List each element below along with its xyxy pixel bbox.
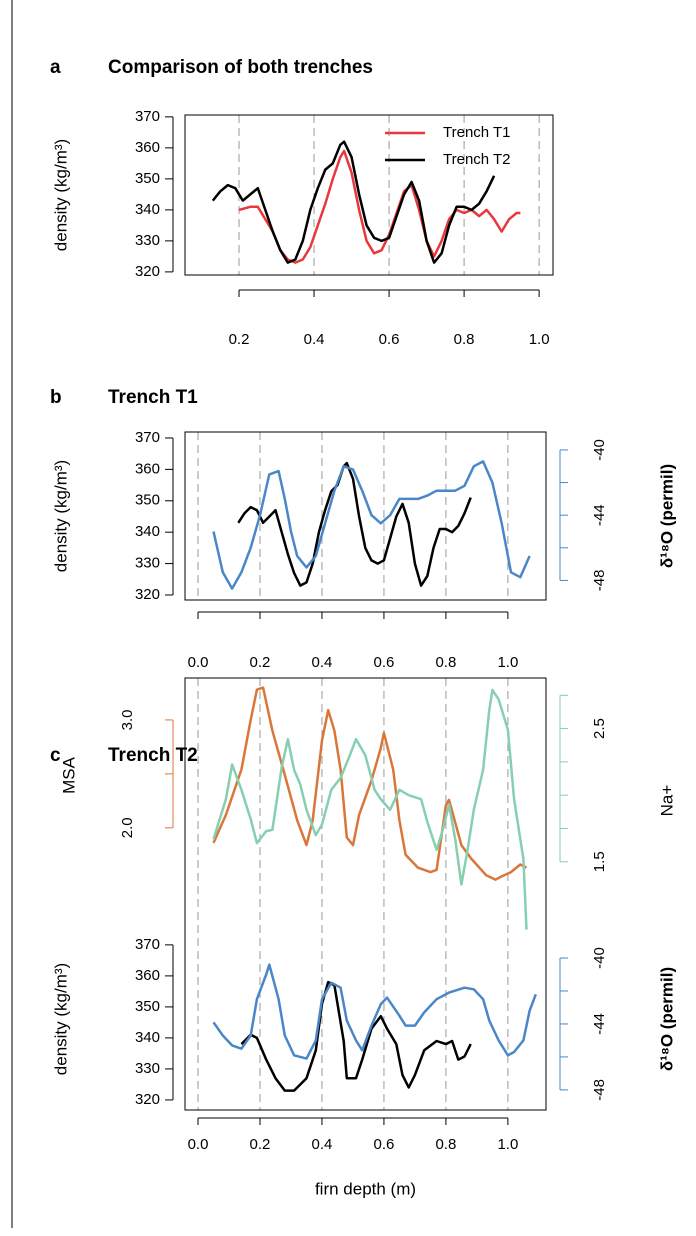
y-tick-label: 360: [135, 460, 160, 477]
y-axis-title: density (kg/m³): [51, 139, 70, 251]
x-tick-label: 0.8: [435, 1136, 456, 1153]
plot-box: [184, 677, 547, 1111]
y-axis-title: density (kg/m³): [51, 460, 70, 572]
y-tick-label: 320: [135, 1091, 160, 1108]
legend-label: Trench T1: [443, 124, 511, 141]
plot-box: [184, 431, 547, 601]
panel-letter: b: [50, 387, 62, 408]
x-tick-label: 0.6: [374, 654, 395, 671]
y-tick-label: 340: [135, 1029, 160, 1046]
y-tick-label: 340: [135, 201, 160, 218]
y-tick-label: 320: [135, 263, 160, 280]
x-tick-label: 1.0: [497, 1136, 518, 1153]
y2-tick-label: -44: [591, 1013, 608, 1035]
series-line: [212, 688, 528, 930]
x-tick-label: 1.0: [529, 331, 550, 348]
x-tick-label: 0.6: [374, 1136, 395, 1153]
y3-axis-title: MSA: [59, 756, 78, 794]
series-line: [212, 460, 531, 590]
y-tick-label: 330: [135, 1060, 160, 1077]
y-tick-label: 350: [135, 998, 160, 1015]
y-tick-label: 350: [135, 492, 160, 509]
panel-title: Comparison of both trenches: [108, 57, 373, 78]
x-tick-label: 0.2: [229, 331, 250, 348]
y2-tick-label: -40: [591, 439, 608, 461]
y3-tick-label: 3.0: [119, 710, 136, 731]
y4-tick-label: 2.5: [591, 718, 608, 739]
x-tick-label: 0.2: [250, 654, 271, 671]
y2-tick-label: -48: [591, 1079, 608, 1101]
y-tick-label: 370: [135, 429, 160, 446]
panel-title: Trench T2: [108, 745, 198, 766]
plot-box: [184, 114, 554, 276]
panel-title: Trench T1: [108, 387, 198, 408]
x-tick-label: 0.4: [312, 654, 333, 671]
y-tick-label: 350: [135, 170, 160, 187]
y4-axis-title: Na+: [657, 785, 676, 817]
y3-tick-label: 2.0: [119, 817, 136, 838]
x-tick-label: 0.0: [188, 654, 209, 671]
x-tick-label: 0.4: [304, 331, 325, 348]
y4-tick-label: 1.5: [591, 851, 608, 872]
y-axis-title: density (kg/m³): [51, 963, 70, 1075]
y2-tick-label: -48: [591, 570, 608, 592]
panel-letter: c: [50, 745, 61, 766]
series-line: [211, 140, 496, 264]
y2-tick-label: -40: [591, 947, 608, 969]
x-tick-label: 0.6: [379, 331, 400, 348]
y-tick-label: 360: [135, 139, 160, 156]
y2-axis-title: δ¹⁸O (permil): [657, 464, 676, 568]
x-tick-label: 0.8: [435, 654, 456, 671]
legend-label: Trench T2: [443, 151, 511, 168]
series-line: [237, 461, 472, 587]
y-tick-label: 370: [135, 936, 160, 953]
x-tick-label: 0.4: [312, 1136, 333, 1153]
x-tick-label: 0.2: [250, 1136, 271, 1153]
series-line: [212, 963, 537, 1060]
y2-tick-label: -44: [591, 504, 608, 526]
y2-axis-title: δ¹⁸O (permil): [657, 967, 676, 1071]
y-tick-label: 340: [135, 523, 160, 540]
y-tick-label: 330: [135, 555, 160, 572]
series-line: [240, 980, 472, 1092]
x-tick-label: 0.8: [454, 331, 475, 348]
panel-letter: a: [50, 57, 61, 78]
y-tick-label: 320: [135, 586, 160, 603]
x-tick-label: 0.0: [188, 1136, 209, 1153]
y-tick-label: 370: [135, 108, 160, 125]
x-tick-label: 1.0: [497, 654, 518, 671]
y-tick-label: 360: [135, 967, 160, 984]
y-tick-label: 330: [135, 232, 160, 249]
x-axis-title: firn depth (m): [315, 1179, 416, 1198]
